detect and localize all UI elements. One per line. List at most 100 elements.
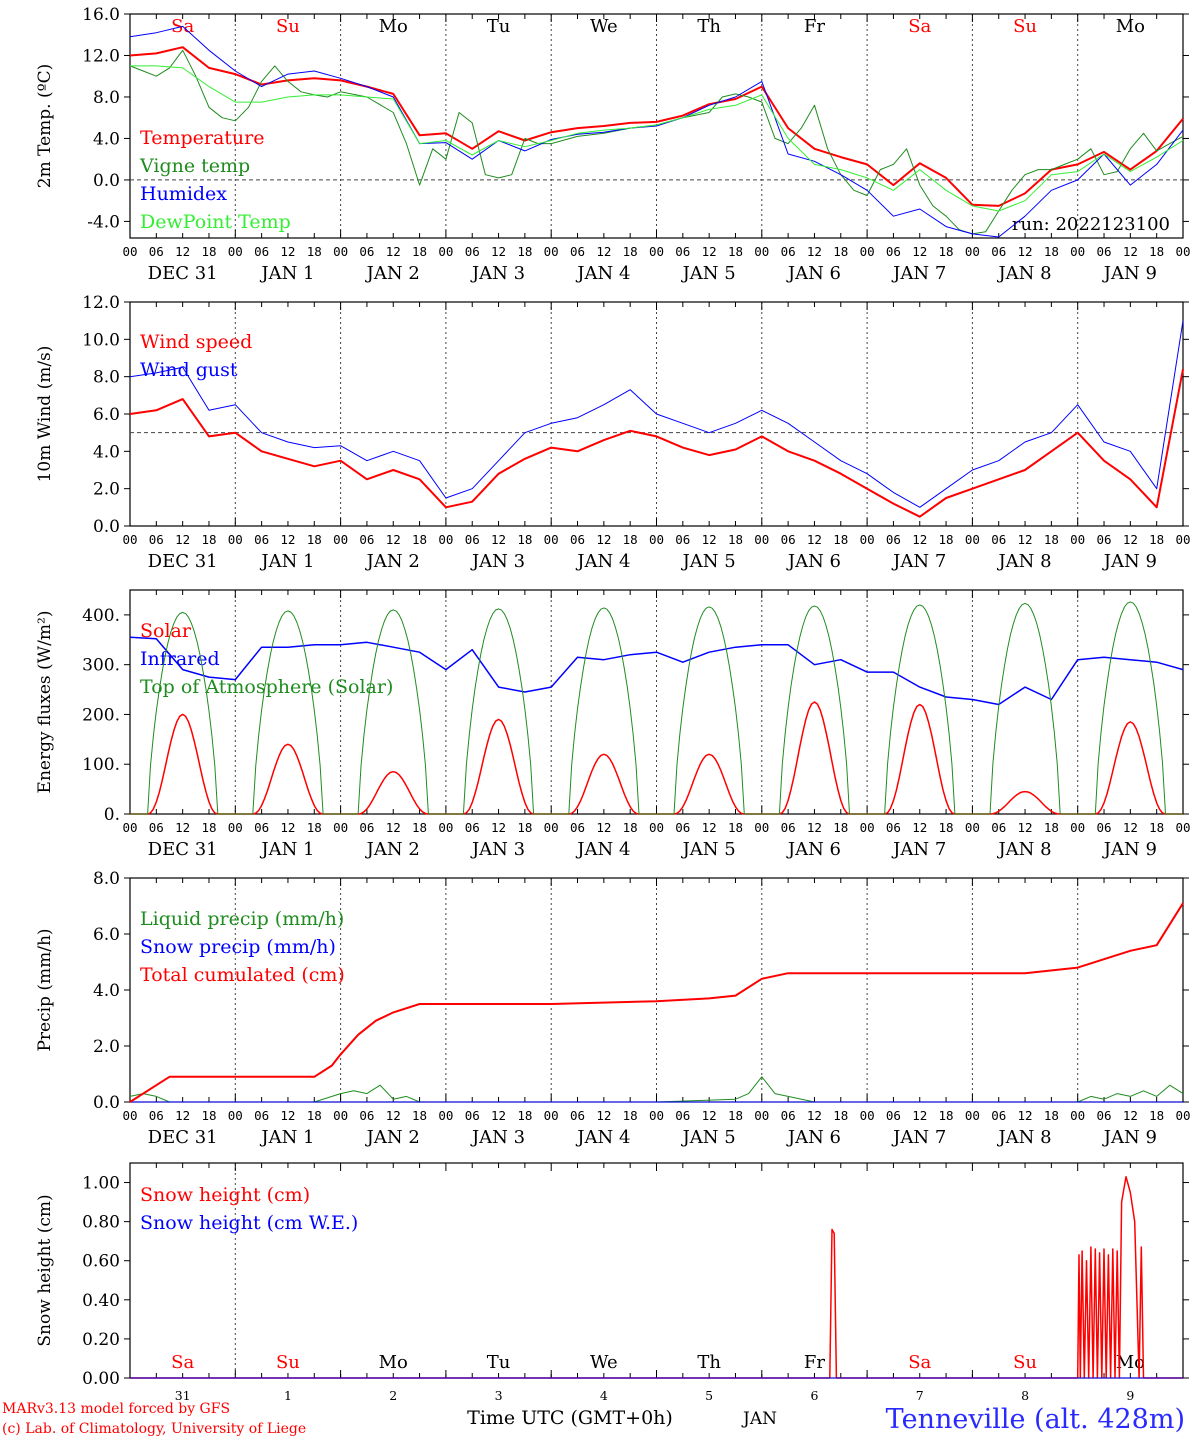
hour-tick-label: 06 xyxy=(991,244,1006,259)
y-tick-label: 0. xyxy=(104,805,120,825)
day-number-label: 31 xyxy=(175,1388,191,1403)
date-label: JAN 2 xyxy=(365,1127,420,1148)
hour-tick-label: 06 xyxy=(675,820,690,835)
hour-tick-label: 12 xyxy=(1123,820,1138,835)
hour-tick-label: 00 xyxy=(860,532,875,547)
day-number-label: 7 xyxy=(916,1388,924,1403)
hour-tick-label: 18 xyxy=(412,1108,427,1123)
day-number-label: 5 xyxy=(705,1388,713,1403)
hour-tick-label: 12 xyxy=(1123,244,1138,259)
date-label: JAN 7 xyxy=(891,263,946,284)
hour-tick-label: 12 xyxy=(596,1108,611,1123)
hour-tick-label: 12 xyxy=(386,532,401,547)
day-number-label: 2 xyxy=(389,1388,397,1403)
hour-tick-label: 00 xyxy=(965,820,980,835)
hour-tick-label: 18 xyxy=(307,532,322,547)
day-number-label: 6 xyxy=(810,1388,818,1403)
day-number-label: 8 xyxy=(1021,1388,1029,1403)
hour-tick-label: 18 xyxy=(201,820,216,835)
hour-tick-label: 12 xyxy=(1018,820,1033,835)
date-label: JAN 6 xyxy=(786,1127,841,1148)
date-label: JAN 3 xyxy=(470,263,525,284)
series-wind-1 xyxy=(129,320,1184,508)
legend-entry: Temperature xyxy=(140,127,264,149)
hour-tick-label: 00 xyxy=(860,820,875,835)
y-tick-label: 0.00 xyxy=(82,1369,120,1389)
panel-snow: 1.00 0.80 0.60 0.40 0.20 0.00 Snow height (cm)… xyxy=(35,1162,1189,1403)
hour-tick-label: 00 xyxy=(228,244,243,259)
series-energy-1 xyxy=(129,636,1184,706)
hour-tick-label: 00 xyxy=(333,532,348,547)
panel-temp: 16.0 12.0 8.0 4.0 0.0 -4.0 2m Temp. (ºC) 00 06 12… xyxy=(35,5,1191,284)
hour-tick-label: 18 xyxy=(1149,820,1164,835)
hour-tick-label: 12 xyxy=(491,532,506,547)
y-tick-label: 4.0 xyxy=(93,442,120,462)
hour-tick-label: 18 xyxy=(939,820,954,835)
hour-tick-label: 06 xyxy=(781,1108,796,1123)
weekday-label: Tu xyxy=(487,1352,511,1373)
hour-tick-label: 00 xyxy=(122,244,137,259)
hour-tick-label: 12 xyxy=(280,244,295,259)
xaxis-title: Time UTC (GMT+0h) xyxy=(467,1407,673,1429)
hour-tick-label: 12 xyxy=(807,244,822,259)
hour-tick-label: 12 xyxy=(1018,1108,1033,1123)
legend-entry: Wind gust xyxy=(140,359,238,381)
hour-tick-label: 18 xyxy=(833,1108,848,1123)
date-label: JAN 4 xyxy=(575,551,630,572)
hour-tick-label: 00 xyxy=(122,1108,137,1123)
y-tick-label: 4.0 xyxy=(93,129,120,149)
hour-tick-label: 12 xyxy=(912,244,927,259)
hour-tick-label: 00 xyxy=(1070,244,1085,259)
hour-tick-label: 12 xyxy=(807,1108,822,1123)
hour-tick-label: 18 xyxy=(728,244,743,259)
hour-tick-label: 18 xyxy=(517,532,532,547)
hour-tick-label: 06 xyxy=(254,532,269,547)
hour-tick-label: 00 xyxy=(754,820,769,835)
run-label: run: 2022123100 xyxy=(1012,214,1170,235)
date-label: JAN 6 xyxy=(786,263,841,284)
hour-tick-label: 00 xyxy=(122,820,137,835)
date-label: JAN 9 xyxy=(1102,1127,1157,1148)
y-tick-label: 0.60 xyxy=(82,1252,120,1272)
hour-tick-label: 18 xyxy=(939,1108,954,1123)
series-snow-0 xyxy=(130,1175,1183,1379)
hour-tick-label: 12 xyxy=(912,1108,927,1123)
hour-tick-label: 06 xyxy=(570,532,585,547)
series-temp-2 xyxy=(129,25,1184,238)
hour-tick-label: 12 xyxy=(596,532,611,547)
hour-tick-label: 18 xyxy=(623,532,638,547)
legend-entry: Wind speed xyxy=(140,331,252,353)
weekday-label: We xyxy=(590,16,618,37)
day-number-label: 9 xyxy=(1126,1388,1134,1403)
y-tick-label: 16.0 xyxy=(82,5,120,25)
hour-tick-label: 18 xyxy=(201,244,216,259)
hour-tick-label: 12 xyxy=(280,532,295,547)
day-number-label: 1 xyxy=(284,1388,292,1403)
y-axis-label: 10m Wind (m/s) xyxy=(35,346,55,483)
date-label: DEC 31 xyxy=(148,263,218,284)
series-temp-0 xyxy=(129,46,1184,207)
hour-tick-label: 00 xyxy=(438,532,453,547)
hour-tick-label: 12 xyxy=(491,244,506,259)
weekday-label: Mo xyxy=(379,1352,408,1373)
hour-tick-label: 18 xyxy=(1044,244,1059,259)
panel-wind: 12.0 10.0 8.0 6.0 4.0 2.0 0.0 10m Wind (m/s) 00 0… xyxy=(35,293,1191,572)
y-tick-label: 0.40 xyxy=(82,1291,120,1311)
hour-tick-label: 00 xyxy=(1175,820,1190,835)
hour-tick-label: 06 xyxy=(886,244,901,259)
hour-tick-label: 06 xyxy=(359,1108,374,1123)
hour-tick-label: 18 xyxy=(1149,1108,1164,1123)
hour-tick-label: 18 xyxy=(939,532,954,547)
y-axis-label: Precip (mm/h) xyxy=(35,928,55,1051)
legend-entry: Snow height (cm W.E.) xyxy=(140,1212,358,1234)
hour-tick-label: 12 xyxy=(175,532,190,547)
y-tick-label: 12.0 xyxy=(82,46,120,66)
hour-tick-label: 06 xyxy=(465,820,480,835)
date-label: JAN 3 xyxy=(470,551,525,572)
date-label: DEC 31 xyxy=(148,1127,218,1148)
hour-tick-label: 06 xyxy=(359,244,374,259)
hour-tick-label: 18 xyxy=(623,820,638,835)
legend-entry: Humidex xyxy=(140,183,227,205)
date-label: DEC 31 xyxy=(148,551,218,572)
hour-tick-label: 06 xyxy=(781,244,796,259)
